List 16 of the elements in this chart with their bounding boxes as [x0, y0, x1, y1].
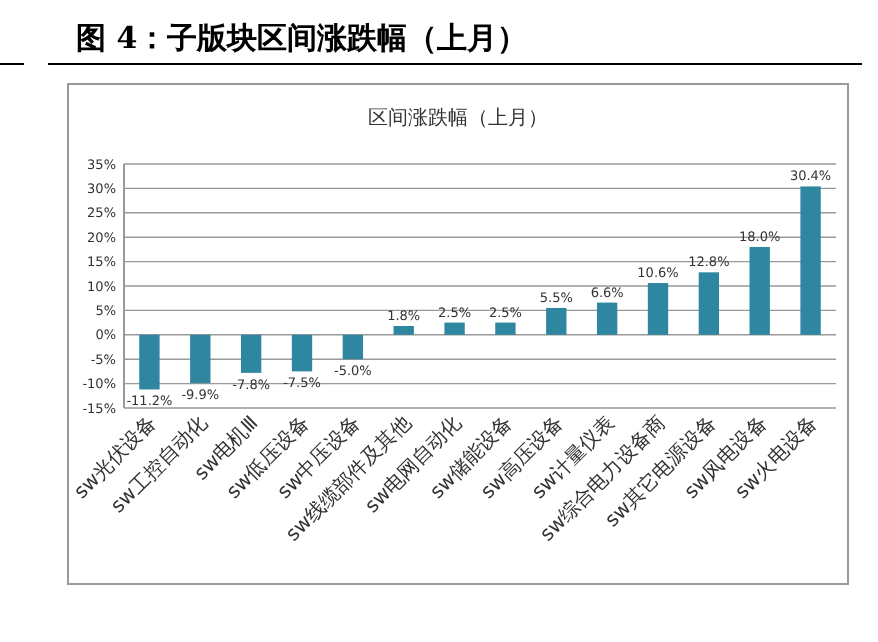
- chart-subtitle: 区间涨跌幅（上月）: [368, 106, 548, 130]
- bar: [800, 186, 821, 335]
- bar: [393, 326, 414, 335]
- bar: [749, 246, 770, 335]
- bar: [698, 272, 720, 335]
- bar: [240, 334, 262, 373]
- chart-title: 图 4：子版块区间涨跌幅（上月）: [76, 20, 528, 56]
- bar: [596, 302, 618, 335]
- bar: [495, 322, 516, 335]
- bar: [190, 334, 211, 384]
- bar: [647, 283, 669, 335]
- bar: [342, 334, 364, 360]
- bar: [291, 334, 313, 372]
- bar: [546, 307, 567, 335]
- bar: [139, 334, 160, 390]
- bar: [444, 322, 465, 335]
